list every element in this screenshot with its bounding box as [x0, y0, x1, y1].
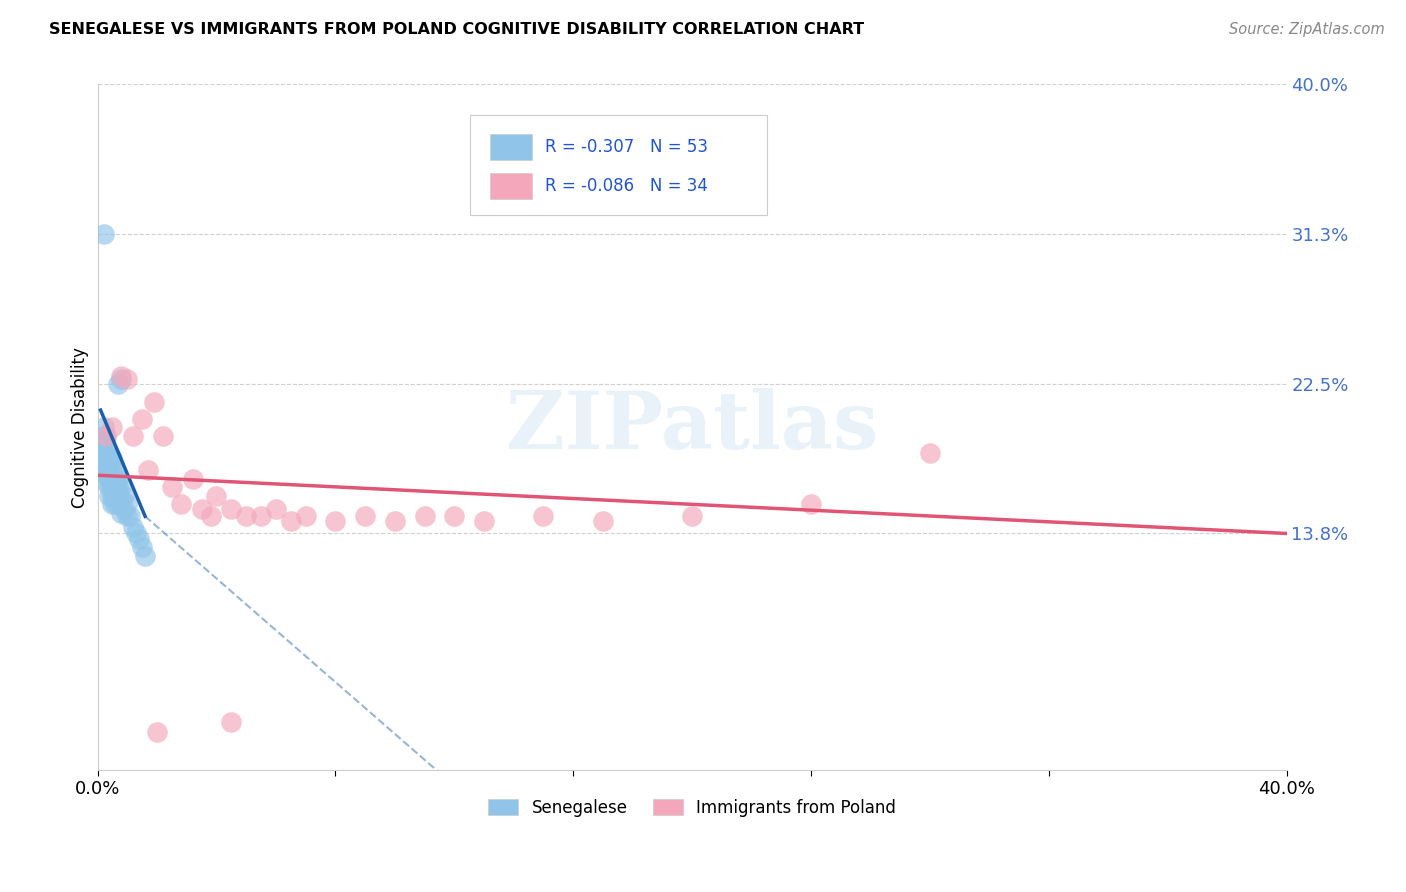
Point — [134, 549, 156, 563]
Point — [90, 437, 112, 451]
Point — [93, 434, 115, 448]
FancyBboxPatch shape — [489, 173, 531, 199]
Point — [117, 509, 139, 524]
Point — [101, 497, 124, 511]
Point — [325, 515, 347, 529]
Point — [110, 480, 132, 494]
Point — [101, 489, 124, 503]
Point — [110, 506, 132, 520]
Point — [152, 429, 174, 443]
Point — [264, 502, 287, 516]
Point — [592, 515, 614, 529]
Point — [200, 509, 222, 524]
Point — [98, 480, 121, 494]
Point — [235, 509, 257, 524]
Point — [93, 227, 115, 241]
Point — [190, 502, 212, 516]
Point — [107, 472, 129, 486]
Point — [90, 446, 112, 460]
Point — [131, 411, 153, 425]
Point — [98, 454, 121, 468]
Point — [90, 463, 112, 477]
Point — [280, 515, 302, 529]
Point — [146, 725, 169, 739]
Point — [117, 497, 139, 511]
Point — [413, 509, 436, 524]
Point — [800, 497, 823, 511]
Point — [101, 468, 124, 483]
Point — [136, 463, 159, 477]
Point — [110, 492, 132, 507]
Point — [681, 509, 703, 524]
Text: SENEGALESE VS IMMIGRANTS FROM POLAND COGNITIVE DISABILITY CORRELATION CHART: SENEGALESE VS IMMIGRANTS FROM POLAND COG… — [49, 22, 865, 37]
Point — [96, 441, 118, 455]
Point — [472, 515, 495, 529]
Point — [98, 446, 121, 460]
Point — [122, 519, 145, 533]
Point — [93, 420, 115, 434]
Text: R = -0.307   N = 53: R = -0.307 N = 53 — [544, 138, 707, 156]
Point — [96, 429, 118, 443]
Legend: Senegalese, Immigrants from Poland: Senegalese, Immigrants from Poland — [482, 792, 903, 823]
Point — [250, 509, 273, 524]
Point — [104, 497, 127, 511]
Point — [128, 532, 150, 546]
FancyBboxPatch shape — [489, 134, 531, 160]
Point — [107, 489, 129, 503]
Point — [221, 502, 243, 516]
Point — [131, 540, 153, 554]
Y-axis label: Cognitive Disability: Cognitive Disability — [72, 347, 89, 508]
Point — [294, 509, 316, 524]
Point — [205, 489, 228, 503]
Text: Source: ZipAtlas.com: Source: ZipAtlas.com — [1229, 22, 1385, 37]
Point — [104, 480, 127, 494]
Text: R = -0.086   N = 34: R = -0.086 N = 34 — [544, 177, 707, 195]
Point — [443, 509, 465, 524]
Point — [110, 368, 132, 383]
Point — [93, 454, 115, 468]
Point — [354, 509, 377, 524]
Point — [96, 451, 118, 466]
Point — [107, 497, 129, 511]
Point — [112, 502, 135, 516]
Point — [101, 451, 124, 466]
Point — [107, 377, 129, 392]
Point — [384, 515, 406, 529]
Point — [96, 458, 118, 472]
Point — [120, 509, 142, 524]
Point — [181, 472, 204, 486]
Point — [90, 451, 112, 466]
Point — [101, 480, 124, 494]
Point — [104, 463, 127, 477]
Point — [98, 489, 121, 503]
Point — [96, 429, 118, 443]
Point — [98, 463, 121, 477]
Point — [93, 429, 115, 443]
Point — [101, 458, 124, 472]
Point — [112, 489, 135, 503]
Point — [143, 394, 166, 409]
Point — [93, 463, 115, 477]
Point — [160, 480, 183, 494]
Point — [117, 372, 139, 386]
Point — [98, 472, 121, 486]
Point — [104, 472, 127, 486]
Point — [107, 480, 129, 494]
Point — [533, 509, 555, 524]
Point — [96, 475, 118, 489]
Point — [101, 420, 124, 434]
Point — [122, 429, 145, 443]
Point — [110, 372, 132, 386]
Point — [170, 497, 193, 511]
Point — [221, 714, 243, 729]
Point — [93, 446, 115, 460]
Text: ZIPatlas: ZIPatlas — [506, 388, 879, 467]
FancyBboxPatch shape — [470, 115, 768, 215]
Point — [96, 468, 118, 483]
Point — [125, 526, 148, 541]
Point — [918, 446, 941, 460]
Point — [104, 489, 127, 503]
